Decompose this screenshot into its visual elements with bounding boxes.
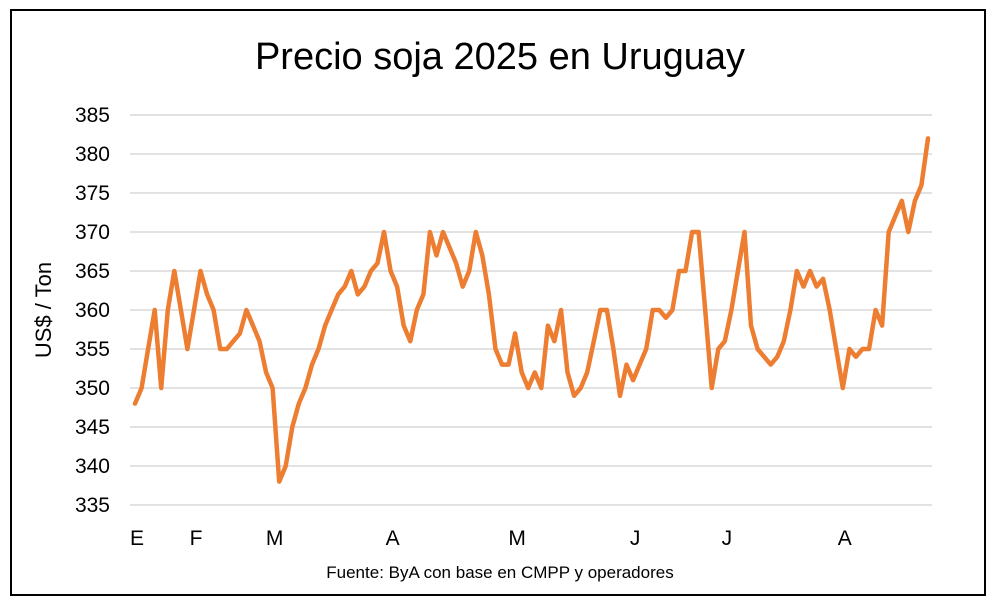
- source-note: Fuente: ByA con base en CMPP y operadore…: [326, 563, 674, 582]
- y-tick-label: 360: [75, 299, 110, 322]
- x-tick-label: F: [190, 527, 203, 550]
- x-tick-label: J: [630, 527, 641, 550]
- y-tick-label: 335: [75, 494, 110, 517]
- y-tick-label: 355: [75, 338, 110, 361]
- chart-title: Precio soja 2025 en Uruguay: [254, 36, 746, 78]
- y-tick-label: 365: [75, 260, 110, 283]
- x-tick-label: M: [508, 527, 526, 550]
- x-tick-label: A: [838, 527, 852, 550]
- y-tick-label: 340: [75, 455, 110, 478]
- y-tick-label: 370: [75, 221, 110, 244]
- chart-frame: [10, 9, 986, 596]
- x-tick-label: A: [386, 527, 400, 550]
- price-line: [132, 136, 931, 484]
- y-tick-label: 380: [75, 143, 110, 166]
- x-tick-label: M: [266, 527, 284, 550]
- x-tick-label: E: [130, 527, 144, 550]
- y-tick-label: 350: [75, 377, 110, 400]
- x-tick-label: J: [722, 527, 733, 550]
- y-tick-label: 375: [75, 182, 110, 205]
- y-tick-label: 345: [75, 416, 110, 439]
- y-tick-label: 385: [75, 104, 110, 127]
